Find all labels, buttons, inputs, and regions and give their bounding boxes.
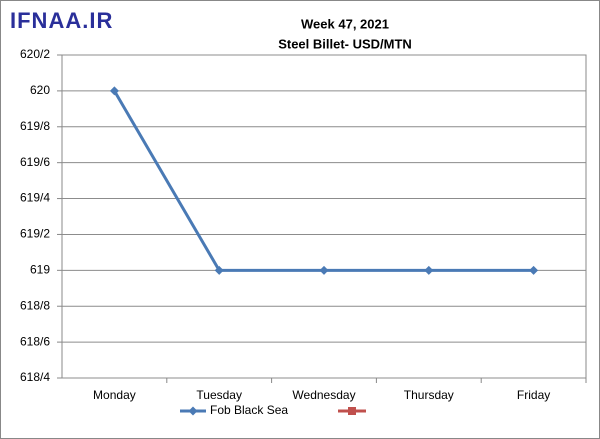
point (214, 265, 224, 275)
legend-marker (348, 407, 356, 415)
y-tick-label: 618/4 (20, 370, 50, 384)
x-tick-label: Friday (517, 388, 550, 402)
y-tick-label: 618/6 (20, 334, 50, 348)
point (529, 265, 539, 275)
y-tick-label: 619/6 (20, 155, 50, 169)
legend-label: Fob Black Sea (210, 403, 288, 417)
y-tick-label: 618/8 (20, 298, 50, 312)
y-tick-label: 619/2 (20, 227, 50, 241)
x-tick-label: Tuesday (196, 388, 242, 402)
point (319, 265, 329, 275)
chart-subtitle: Steel Billet- USD/MTN (278, 36, 412, 51)
y-tick-label: 619 (30, 263, 50, 277)
x-tick-label: Wednesday (292, 388, 355, 402)
chart-title: Week 47, 2021 (301, 16, 389, 31)
y-tick-label: 620 (30, 83, 50, 97)
point (424, 265, 434, 275)
y-tick-label: 619/8 (20, 119, 50, 133)
watermark: IFNAA.IR (10, 8, 113, 33)
legend-marker (188, 406, 198, 416)
y-tick-label: 619/4 (20, 191, 50, 205)
y-tick-label: 620/2 (20, 47, 50, 61)
point (109, 86, 119, 96)
x-tick-label: Thursday (404, 388, 454, 402)
x-tick-label: Monday (93, 388, 136, 402)
